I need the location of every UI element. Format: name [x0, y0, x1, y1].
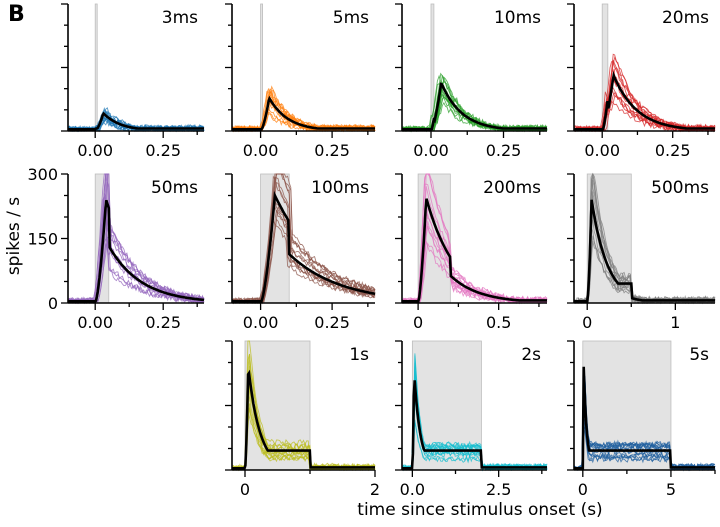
mean-trace — [232, 369, 375, 470]
panel-letter: B — [8, 2, 25, 27]
subplot-500ms: 0 1 500ms — [567, 172, 716, 332]
subplot-title: 2s — [521, 345, 541, 365]
trial-trace — [231, 411, 376, 472]
x-tick-label: 2.5 — [486, 480, 511, 499]
subplot-title: 100ms — [311, 178, 369, 198]
trial-trace — [573, 68, 716, 133]
x-tick-label: 0 — [578, 480, 588, 499]
x-tick-label: 0.00 — [77, 141, 113, 160]
subplot-title: 20ms — [662, 8, 709, 28]
stimulus-shading — [94, 3, 98, 132]
x-tick-label: 0.5 — [486, 313, 511, 332]
trial-trace — [574, 426, 716, 472]
subplot-5s: 0 5 5s — [567, 340, 716, 499]
x-tick-label: 0.25 — [145, 141, 181, 160]
y-tick-label: 150 — [27, 230, 58, 249]
subplot-title: 3ms — [162, 8, 198, 28]
mean-trace — [232, 95, 375, 131]
stimulus-shading — [260, 3, 264, 132]
x-tick-label: 0 — [582, 313, 592, 332]
trial-trace — [573, 78, 716, 133]
x-tick-label: 0.0 — [400, 480, 425, 499]
x-tick-label: 2 — [370, 480, 380, 499]
x-tick-label: 0.25 — [486, 141, 522, 160]
subplot-10ms: 0.00 0.25 10ms — [395, 3, 548, 160]
mean-trace — [574, 366, 715, 470]
trial-trace — [67, 193, 205, 304]
y-axis-label: spikes / s — [4, 196, 24, 276]
subplot-2s: 0.0 2.5 2s — [395, 340, 548, 499]
x-tick-label: 0.25 — [145, 313, 181, 332]
subplot-5ms: 0.00 0.25 5ms — [225, 3, 376, 160]
x-tick-label: 0.00 — [77, 313, 113, 332]
x-axis-label: time since stimulus onset (s) — [357, 500, 603, 520]
mean-trace — [232, 190, 376, 303]
subplot-title: 5s — [689, 345, 709, 365]
subplot-100ms: 0.00 0.25 100ms — [225, 173, 376, 332]
x-tick-label: 1 — [670, 313, 680, 332]
trial-trace — [573, 66, 716, 133]
subplot-3ms: 0.00 0.25 3ms — [61, 3, 205, 160]
x-tick-label: 0.00 — [584, 141, 620, 160]
subplot-title: 10ms — [494, 8, 541, 28]
subplot-200ms: 0 0.5 200ms — [395, 173, 548, 332]
x-tick-label: 0.00 — [243, 141, 279, 160]
subplot-title: 1s — [349, 345, 369, 365]
trial-trace — [573, 216, 716, 305]
mean-trace — [574, 70, 715, 131]
x-tick-label: 0.25 — [314, 141, 350, 160]
subplot-title: 500ms — [651, 178, 709, 198]
y-tick-label: 0 — [48, 294, 58, 313]
trial-trace — [573, 75, 716, 133]
trial-trace — [401, 355, 548, 472]
x-tick-label: 0.00 — [243, 313, 279, 332]
x-tick-label: 0.25 — [655, 141, 691, 160]
trial-trace — [401, 74, 548, 133]
mean-trace — [402, 380, 547, 470]
x-tick-label: 0 — [240, 480, 250, 499]
trial-trace — [573, 74, 716, 133]
mean-trace — [68, 199, 205, 303]
x-tick-label: 0.25 — [314, 313, 350, 332]
subplot-title: 200ms — [483, 178, 541, 198]
trial-trace — [231, 340, 376, 472]
y-tick-label: 300 — [27, 165, 58, 184]
subplot-50ms: 0 150 300 0.00 0.25 50ms — [27, 165, 205, 332]
x-tick-label: 5 — [666, 480, 676, 499]
subplot-1s: 0 2 1s — [225, 340, 380, 499]
trial-trace — [68, 191, 204, 304]
subplot-20ms: 0.00 0.25 20ms — [567, 3, 716, 160]
mean-trace — [68, 111, 204, 131]
mean-trace — [402, 82, 547, 131]
trial-trace — [401, 173, 548, 304]
subplot-title: 5ms — [333, 8, 369, 28]
x-tick-label: 0 — [413, 313, 423, 332]
mean-trace — [574, 199, 715, 303]
mean-trace — [402, 198, 547, 303]
subplot-title: 50ms — [151, 178, 198, 198]
x-tick-label: 0.00 — [413, 141, 449, 160]
